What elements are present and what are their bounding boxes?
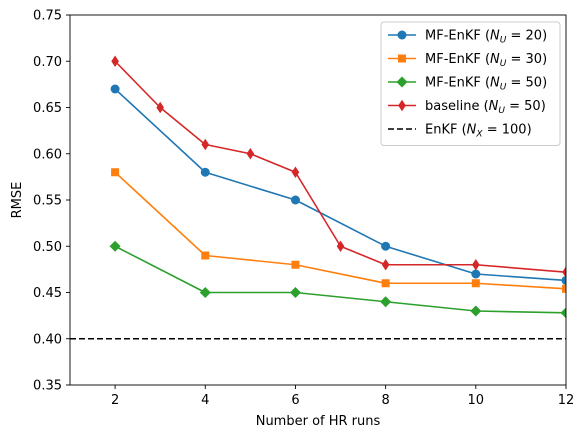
axes: 2 4 6 8 10 12 0.35 0.40 0.45 0.50 0.55 0.60 0.65 0.70…: [33, 9, 574, 409]
y-axis-label: RMSE: [10, 182, 25, 219]
series-3-point-0: [109, 240, 121, 252]
legend-swatch-3-point-0: [396, 76, 408, 88]
series-1-point-1: [200, 167, 210, 177]
legend-entry-2: MF-EnKF (NU = 30): [388, 52, 547, 69]
series-4: [111, 55, 566, 278]
legend-swatch-2-point-0: [398, 54, 406, 63]
y-tick-label-3: 0.50: [33, 240, 62, 255]
x-tick-label-5: 12: [558, 393, 575, 408]
x-tick-label-2: 6: [291, 393, 299, 408]
series-4-point-8: [562, 266, 566, 278]
x-axis-label: Number of HR runs: [256, 414, 381, 429]
legend-label-2: MF-EnKF (NU = 30): [425, 52, 547, 69]
y-tick-label-8: 0.75: [33, 9, 62, 24]
legend-entry-4: baseline (NU = 50): [388, 99, 546, 116]
legend-entry-5: EnKF (NX = 100): [388, 123, 532, 140]
series-1-point-0: [110, 84, 120, 94]
series-1-line: [114, 88, 566, 282]
plot-area: [70, 55, 566, 340]
legend-swatch-1-point-0: [397, 30, 407, 40]
series-4-point-0: [111, 55, 119, 68]
series-3-point-2: [289, 287, 301, 298]
legend-entry-3: MF-EnKF (NU = 50): [388, 76, 547, 93]
series-2-point-2: [291, 260, 300, 269]
series-4-point-5: [336, 240, 345, 253]
series-2-point-3: [381, 279, 390, 288]
series-3-point-1: [199, 287, 211, 298]
series-4-point-1: [156, 101, 164, 114]
legend-label-1: MF-EnKF (NU = 20): [425, 29, 547, 46]
legend-entry-1: MF-EnKF (NU = 20): [388, 29, 547, 46]
legend-swatch-4-point-0: [398, 99, 406, 112]
series-3-point-5: [560, 307, 566, 319]
legend-label-5: EnKF (NX = 100): [425, 123, 532, 140]
y-tick-label-0: 0.35: [33, 379, 62, 394]
series-4-point-3: [246, 147, 255, 160]
series-2-point-0: [111, 168, 120, 177]
series-2-point-5: [562, 284, 566, 293]
y-tick-label-5: 0.60: [33, 147, 62, 162]
y-tick-label-2: 0.45: [33, 286, 62, 301]
series-1-point-4: [471, 269, 481, 279]
x-tick-label-1: 4: [201, 393, 209, 408]
series-1-point-5: [561, 275, 566, 285]
y-tick-label-4: 0.55: [33, 194, 62, 209]
series-4-point-4: [291, 166, 300, 179]
legend-label-3: MF-EnKF (NU = 50): [425, 76, 547, 93]
series-4-point-7: [472, 258, 480, 271]
x-tick-label-0: 2: [111, 393, 119, 408]
series-4-point-6: [381, 258, 390, 271]
y-tick-label-7: 0.70: [33, 55, 62, 70]
y-tick-label-1: 0.40: [33, 332, 62, 347]
series-3-point-4: [470, 305, 482, 317]
legend: MF-EnKF (NU = 20) MF-EnKF (NU = 30) MF-EnK…: [380, 21, 561, 146]
x-tick-label-3: 8: [381, 393, 389, 408]
series-1-point-2: [290, 195, 300, 205]
series-2-point-4: [471, 279, 480, 288]
series-2-line: [114, 171, 566, 290]
x-tick-label-4: 10: [468, 393, 485, 408]
series-1: [110, 84, 566, 285]
plot-series: [70, 55, 566, 340]
series-4-point-2: [201, 138, 210, 151]
series-1-point-3: [381, 241, 391, 251]
series-3-point-3: [380, 296, 392, 308]
y-tick-label-6: 0.65: [33, 101, 62, 116]
legend-frame: [380, 21, 561, 146]
series-3-line: [114, 245, 566, 314]
series-3: [109, 240, 566, 319]
series-2-point-1: [201, 251, 210, 260]
series-2: [111, 168, 566, 293]
legend-label-4: baseline (NU = 50): [425, 99, 546, 116]
